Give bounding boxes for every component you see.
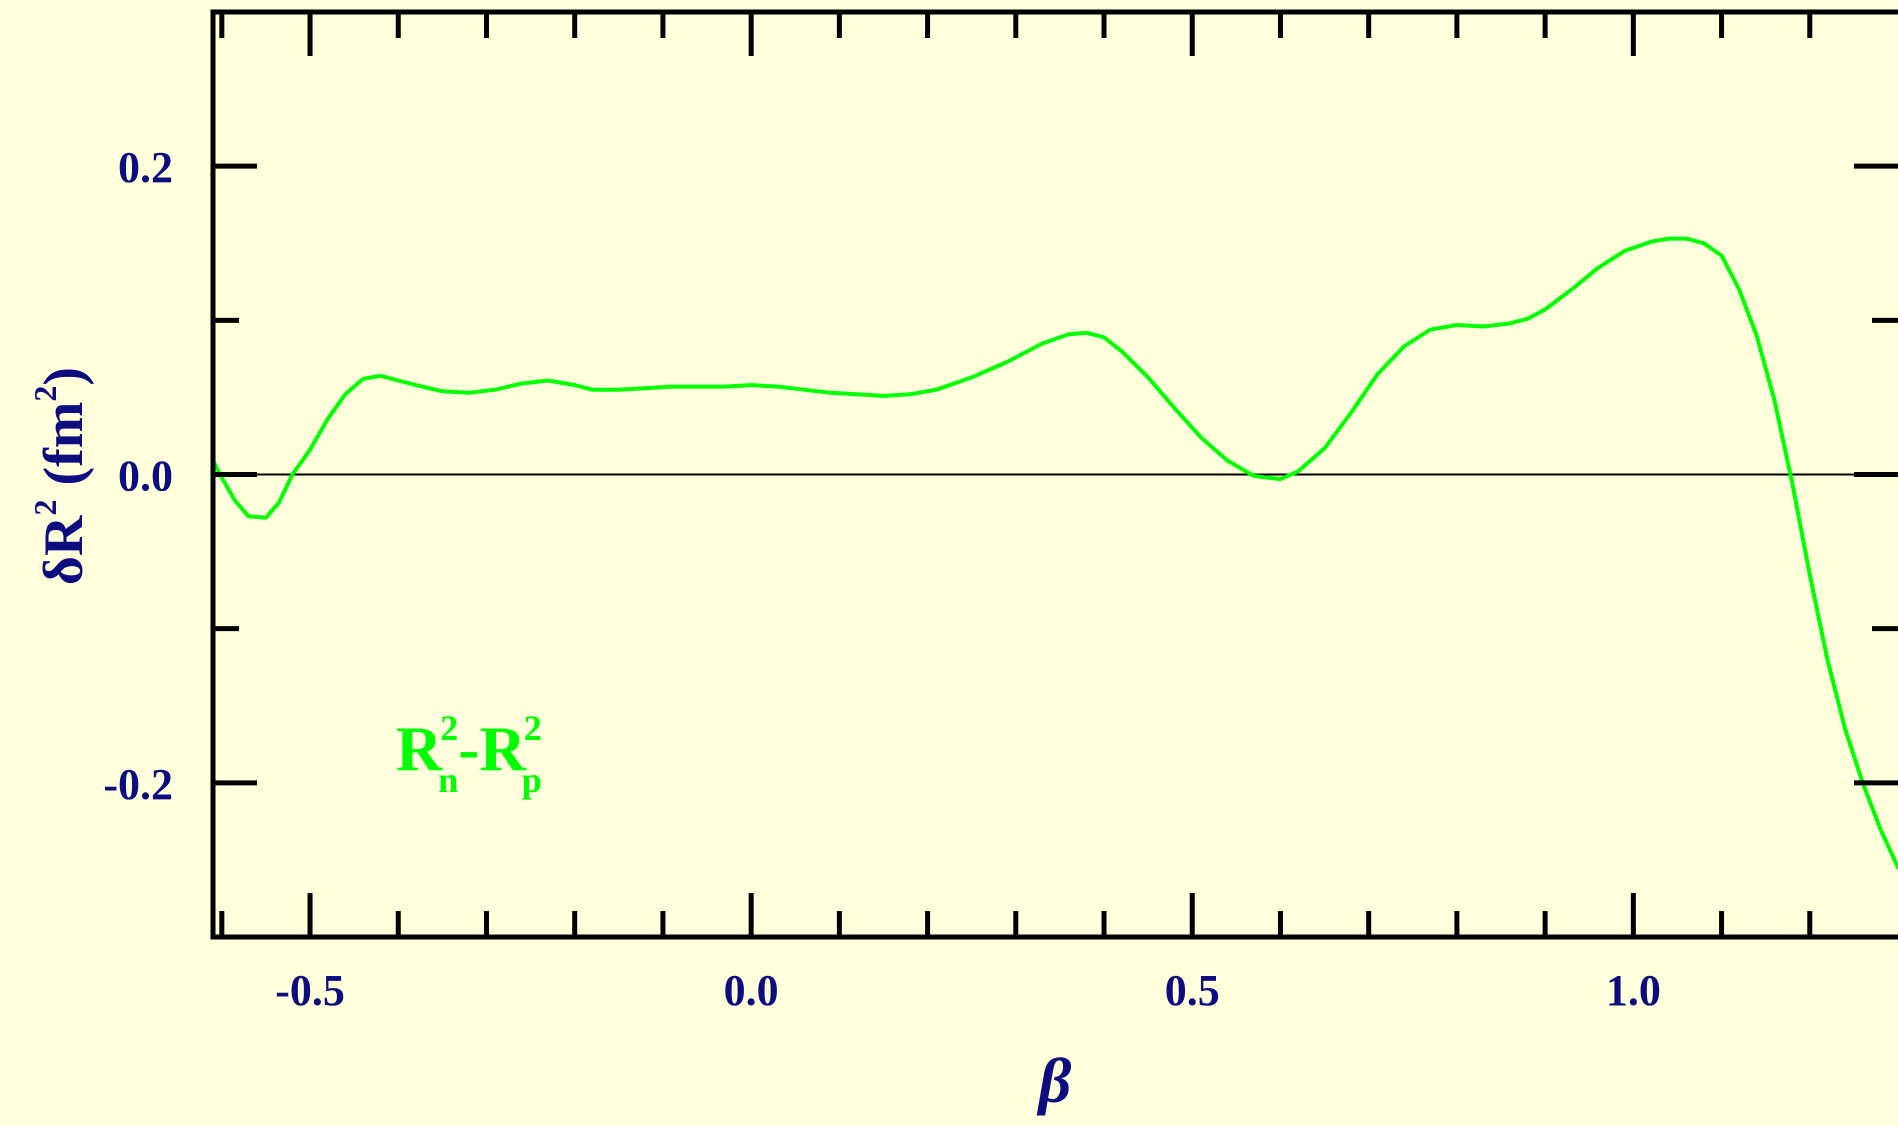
y-axis-title-sup: 2	[27, 500, 63, 516]
x-tick-label: 0.0	[724, 966, 779, 1015]
y-tick-label: 0.0	[118, 452, 173, 501]
x-tick-label: 1.0	[1606, 966, 1661, 1015]
annotation-sub-1: n	[438, 760, 458, 800]
series-line-0	[213, 236, 1898, 870]
y-tick-label: -0.2	[103, 760, 173, 809]
annotation-sub-2: p	[522, 760, 542, 800]
series-group	[213, 236, 1898, 870]
axis-tick-labels: -0.5 0.0 0.5 1.0 -0.2 0.0 0.2	[103, 143, 1660, 1015]
y-axis-title: δR2 (fm2)	[27, 367, 95, 585]
annotation-sup-1: 2	[440, 708, 458, 748]
annotation-sup-2: 2	[524, 708, 542, 748]
y-axis-title-prefix: δR	[33, 515, 95, 585]
annotation-minus: -	[458, 713, 479, 784]
x-tick-label: -0.5	[275, 966, 345, 1015]
x-axis-title: β	[1037, 1045, 1072, 1116]
axis-ticks	[213, 12, 1898, 937]
annotation-base-2: R	[480, 713, 527, 784]
y-tick-label: 0.2	[118, 143, 173, 192]
series-annotation: R2 n-R2 p	[396, 708, 542, 800]
y-axis-title-unit: (fm	[33, 402, 95, 500]
annotation-base-1: R	[396, 713, 443, 784]
x-tick-label: 0.5	[1165, 966, 1220, 1015]
y-axis-title-unit-close: )	[33, 367, 95, 386]
y-axis-title-unit-sup: 2	[27, 386, 63, 402]
